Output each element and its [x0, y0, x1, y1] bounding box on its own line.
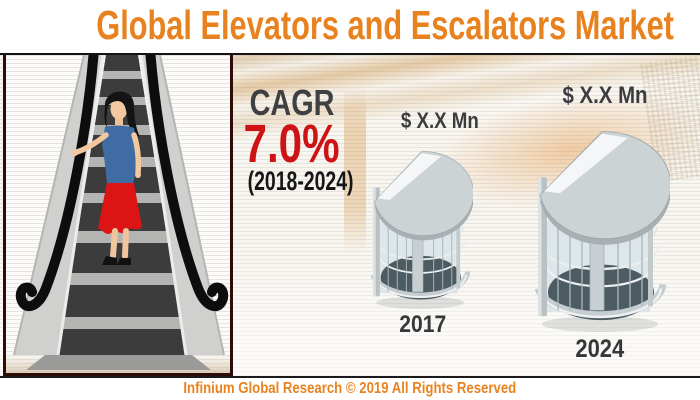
elevator-2024-year: 2024: [542, 336, 658, 363]
elevator-2017-value-label: $ X.X Mn: [378, 108, 502, 134]
elevator-2024-value-text: $ X.X Mn: [562, 82, 648, 109]
woman-arms: [74, 132, 142, 176]
header-divider: [0, 53, 700, 55]
footer: Infinium Global Research © 2019 All Righ…: [0, 378, 700, 400]
elevator-2024-value-label: $ X.X Mn: [542, 82, 668, 110]
woman-figure: [71, 91, 142, 265]
escalator-illustration: [3, 55, 233, 376]
woman-skirt: [98, 183, 142, 234]
elevator-2017-value-text: $ X.X Mn: [401, 108, 479, 133]
elevator-2017-year-text: 2017: [399, 311, 447, 338]
woman-legs: [110, 228, 129, 259]
escalator-handrails: [15, 55, 229, 312]
elevator-2024-year-text: 2024: [575, 335, 625, 363]
woman-hand-left: [71, 149, 78, 157]
woman-heels: [102, 256, 131, 265]
woman-neck: [115, 118, 123, 127]
woman-hand-right: [135, 172, 141, 178]
elevator-graphic-2024: [530, 112, 670, 336]
escalator-graphic: [13, 55, 229, 370]
header: Global Elevators and Escalators Market: [0, 0, 700, 53]
elevator-2017-year: 2017: [371, 312, 475, 338]
footer-divider: [0, 376, 700, 378]
content-area: CAGR 7.0% (2018-2024): [0, 55, 700, 376]
cagr-block: CAGR 7.0% (2018-2024): [227, 82, 357, 196]
page-title: Global Elevators and Escalators Market: [96, 2, 674, 48]
woman-face: [110, 98, 128, 120]
footer-copyright-text: Infinium Global Research © 2019 All Righ…: [183, 380, 517, 397]
cagr-period: (2018-2024): [247, 166, 354, 196]
escalator-floor-plate: [26, 355, 211, 370]
elevator-graphic-2017: [367, 136, 473, 312]
woman-top: [102, 125, 138, 185]
cagr-label: CAGR: [249, 82, 335, 123]
woman-hair: [104, 91, 140, 137]
cagr-value: 7.0%: [243, 114, 341, 174]
